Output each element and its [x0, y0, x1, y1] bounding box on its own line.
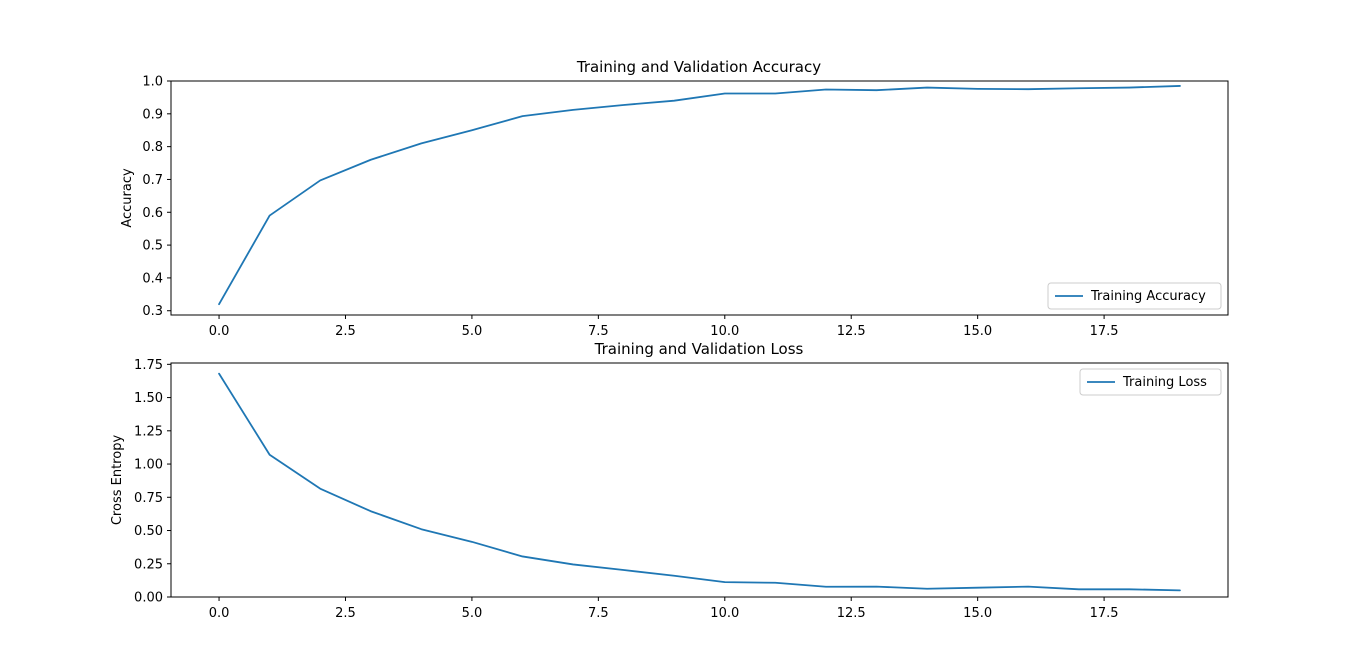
accuracy-x-tick-label: 10.0: [710, 324, 739, 339]
loss-x-tick-label: 12.5: [837, 606, 866, 621]
accuracy-y-tick-label: 1.0: [142, 75, 163, 90]
accuracy-x-tick-label: 15.0: [963, 324, 992, 339]
accuracy-y-tick-label: 0.5: [142, 239, 163, 254]
accuracy-legend-label: Training Accuracy: [1090, 289, 1206, 304]
loss-x-tick-label: 15.0: [963, 606, 992, 621]
loss-y-tick-label: 1.00: [134, 458, 163, 473]
accuracy-series-line: [218, 85, 1181, 306]
loss-plot-frame: [170, 362, 1229, 598]
loss-ticks: 0.0 2.5 5.0 7.5 10.0 12.5 15.0 17.5 0.00 0.25 0.50…: [134, 358, 1119, 621]
accuracy-legend: Training Accuracy: [1047, 282, 1222, 310]
accuracy-y-tick-label: 0.7: [142, 173, 163, 188]
loss-x-tick-label: 2.5: [335, 606, 356, 621]
loss-x-tick-label: 0.0: [209, 606, 230, 621]
loss-chart-title: Training and Validation Loss: [594, 340, 804, 358]
loss-subplot: Training and Validation Loss Cross Entro…: [110, 340, 1229, 621]
loss-y-tick-label: 0.00: [134, 591, 163, 606]
accuracy-x-tick-label: 5.0: [462, 324, 483, 339]
accuracy-subplot: Training and Validation Accuracy Accurac…: [120, 58, 1229, 340]
loss-y-tick-label: 1.75: [134, 358, 163, 373]
accuracy-x-tick-label: 0.0: [209, 324, 230, 339]
loss-x-tick-label: 17.5: [1090, 606, 1119, 621]
accuracy-x-tick-label: 17.5: [1090, 324, 1119, 339]
accuracy-legend-box: [1047, 282, 1222, 310]
loss-legend-label: Training Loss: [1122, 375, 1207, 390]
accuracy-y-tick-label: 0.6: [142, 206, 163, 221]
loss-x-tick-label: 7.5: [588, 606, 609, 621]
loss-series-line: [218, 372, 1181, 592]
accuracy-x-tick-label: 12.5: [837, 324, 866, 339]
loss-y-tick-label: 0.75: [134, 491, 163, 506]
accuracy-x-tick-label: 2.5: [335, 324, 356, 339]
accuracy-x-tick-label: 7.5: [588, 324, 609, 339]
loss-y-axis-label: Cross Entropy: [110, 435, 125, 526]
loss-series: [218, 372, 1181, 592]
loss-legend: Training Loss: [1079, 368, 1222, 396]
accuracy-ticks: 0.0 2.5 5.0 7.5 10.0 12.5 15.0 17.5 0.3 0.4 0.5 0.6…: [142, 75, 1118, 340]
accuracy-y-axis-label: Accuracy: [120, 168, 135, 228]
accuracy-y-tick-label: 0.8: [142, 140, 163, 155]
loss-x-tick-label: 10.0: [710, 606, 739, 621]
accuracy-y-tick-label: 0.3: [142, 304, 163, 319]
loss-y-tick-label: 1.25: [134, 424, 163, 439]
loss-y-tick-label: 0.25: [134, 557, 163, 572]
accuracy-y-tick-label: 0.4: [142, 271, 163, 286]
accuracy-plot-frame: [170, 80, 1229, 316]
loss-y-tick-label: 1.50: [134, 391, 163, 406]
accuracy-chart-title: Training and Validation Accuracy: [576, 58, 821, 76]
loss-y-tick-label: 0.50: [134, 524, 163, 539]
accuracy-y-tick-label: 0.9: [142, 107, 163, 122]
accuracy-series: [218, 85, 1181, 306]
loss-x-tick-label: 5.0: [462, 606, 483, 621]
loss-legend-box: [1079, 368, 1222, 396]
